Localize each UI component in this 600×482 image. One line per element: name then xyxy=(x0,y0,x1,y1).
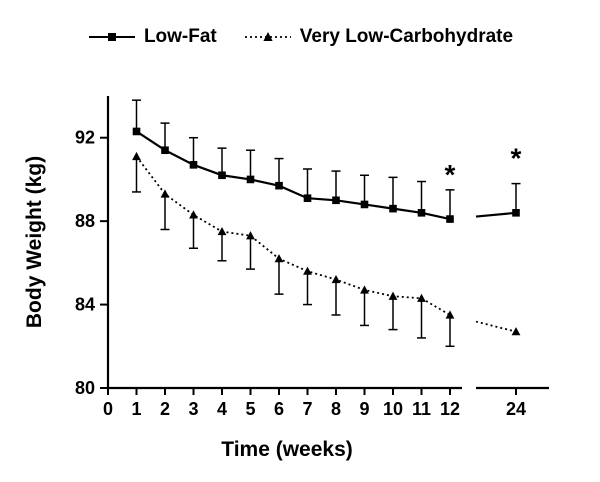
x-tick-label: 11 xyxy=(412,399,431,419)
series-line-break-stub-very-low-carbohydrate xyxy=(475,320,517,333)
x-tick-label: 24 xyxy=(506,399,526,419)
triangle-marker-icon xyxy=(417,293,426,302)
legend-item-low-fat: Low-Fat xyxy=(87,26,217,48)
square-marker-icon xyxy=(332,196,340,205)
triangle-marker-icon xyxy=(445,310,455,319)
legend-label-very-low-carbohydrate: Very Low-Carbohydrate xyxy=(299,26,514,47)
triangle-marker-icon xyxy=(511,327,521,336)
x-tick-label: 0 xyxy=(103,399,113,419)
y-tick-label: 84 xyxy=(75,295,95,315)
square-marker-icon xyxy=(189,161,198,169)
x-tick-label: 6 xyxy=(274,399,284,419)
square-marker-icon xyxy=(389,204,397,213)
square-marker-icon xyxy=(446,215,454,223)
square-marker-icon xyxy=(218,171,226,180)
x-tick-label: 2 xyxy=(160,399,170,419)
triangle-marker-icon xyxy=(274,254,284,263)
square-marker-icon xyxy=(360,200,369,209)
significance-asterisk: * xyxy=(511,142,522,173)
triangle-marker-icon xyxy=(246,231,255,240)
legend-item-very-low-carbohydrate: Very Low-Carbohydrate xyxy=(243,26,513,48)
series-line-low-fat xyxy=(135,130,451,221)
legend-label-low-fat: Low-Fat xyxy=(143,26,217,47)
square-marker-icon xyxy=(303,194,312,202)
x-tick-label: 5 xyxy=(245,399,255,419)
x-tick-label: 4 xyxy=(217,399,227,419)
x-axis-label: Time (weeks) xyxy=(221,438,353,461)
y-tick-label: 88 xyxy=(75,211,95,231)
series-line-very-low-carbohydrate xyxy=(135,155,451,316)
triangle-marker-icon xyxy=(331,274,341,284)
x-tick-label: 9 xyxy=(359,399,369,419)
triangle-marker-icon xyxy=(360,285,369,294)
triangle-marker-icon xyxy=(303,266,312,275)
square-marker-icon xyxy=(161,146,169,155)
y-axis-label: Body Weight (kg) xyxy=(23,155,46,329)
y-tick-label: 92 xyxy=(75,128,95,148)
legend: Low-Fat Very Low-Carbohydrate xyxy=(0,26,600,48)
triangle-marker-icon xyxy=(217,226,227,236)
significance-asterisk: * xyxy=(445,159,456,190)
low-fat-line-square-icon xyxy=(88,33,135,41)
very-low-carb-dotted-triangle-icon xyxy=(244,32,291,41)
y-tick-label: 80 xyxy=(75,378,95,398)
x-tick-label: 3 xyxy=(188,399,198,419)
square-marker-icon xyxy=(132,127,141,136)
square-marker-icon xyxy=(417,209,426,217)
x-tick-label: 7 xyxy=(302,399,312,419)
triangle-marker-icon xyxy=(388,291,398,300)
triangle-marker-icon xyxy=(160,189,170,198)
square-marker-icon xyxy=(512,209,520,217)
x-tick-label: 1 xyxy=(131,399,141,419)
series-line-break-stub-low-fat xyxy=(475,211,517,218)
square-marker-icon xyxy=(246,175,255,184)
x-tick-label: 12 xyxy=(440,399,460,419)
square-marker-icon xyxy=(275,181,283,190)
x-tick-label: 8 xyxy=(331,399,341,419)
x-tick-label: 10 xyxy=(383,399,403,419)
triangle-marker-icon xyxy=(189,210,198,219)
triangle-marker-icon xyxy=(132,151,141,161)
